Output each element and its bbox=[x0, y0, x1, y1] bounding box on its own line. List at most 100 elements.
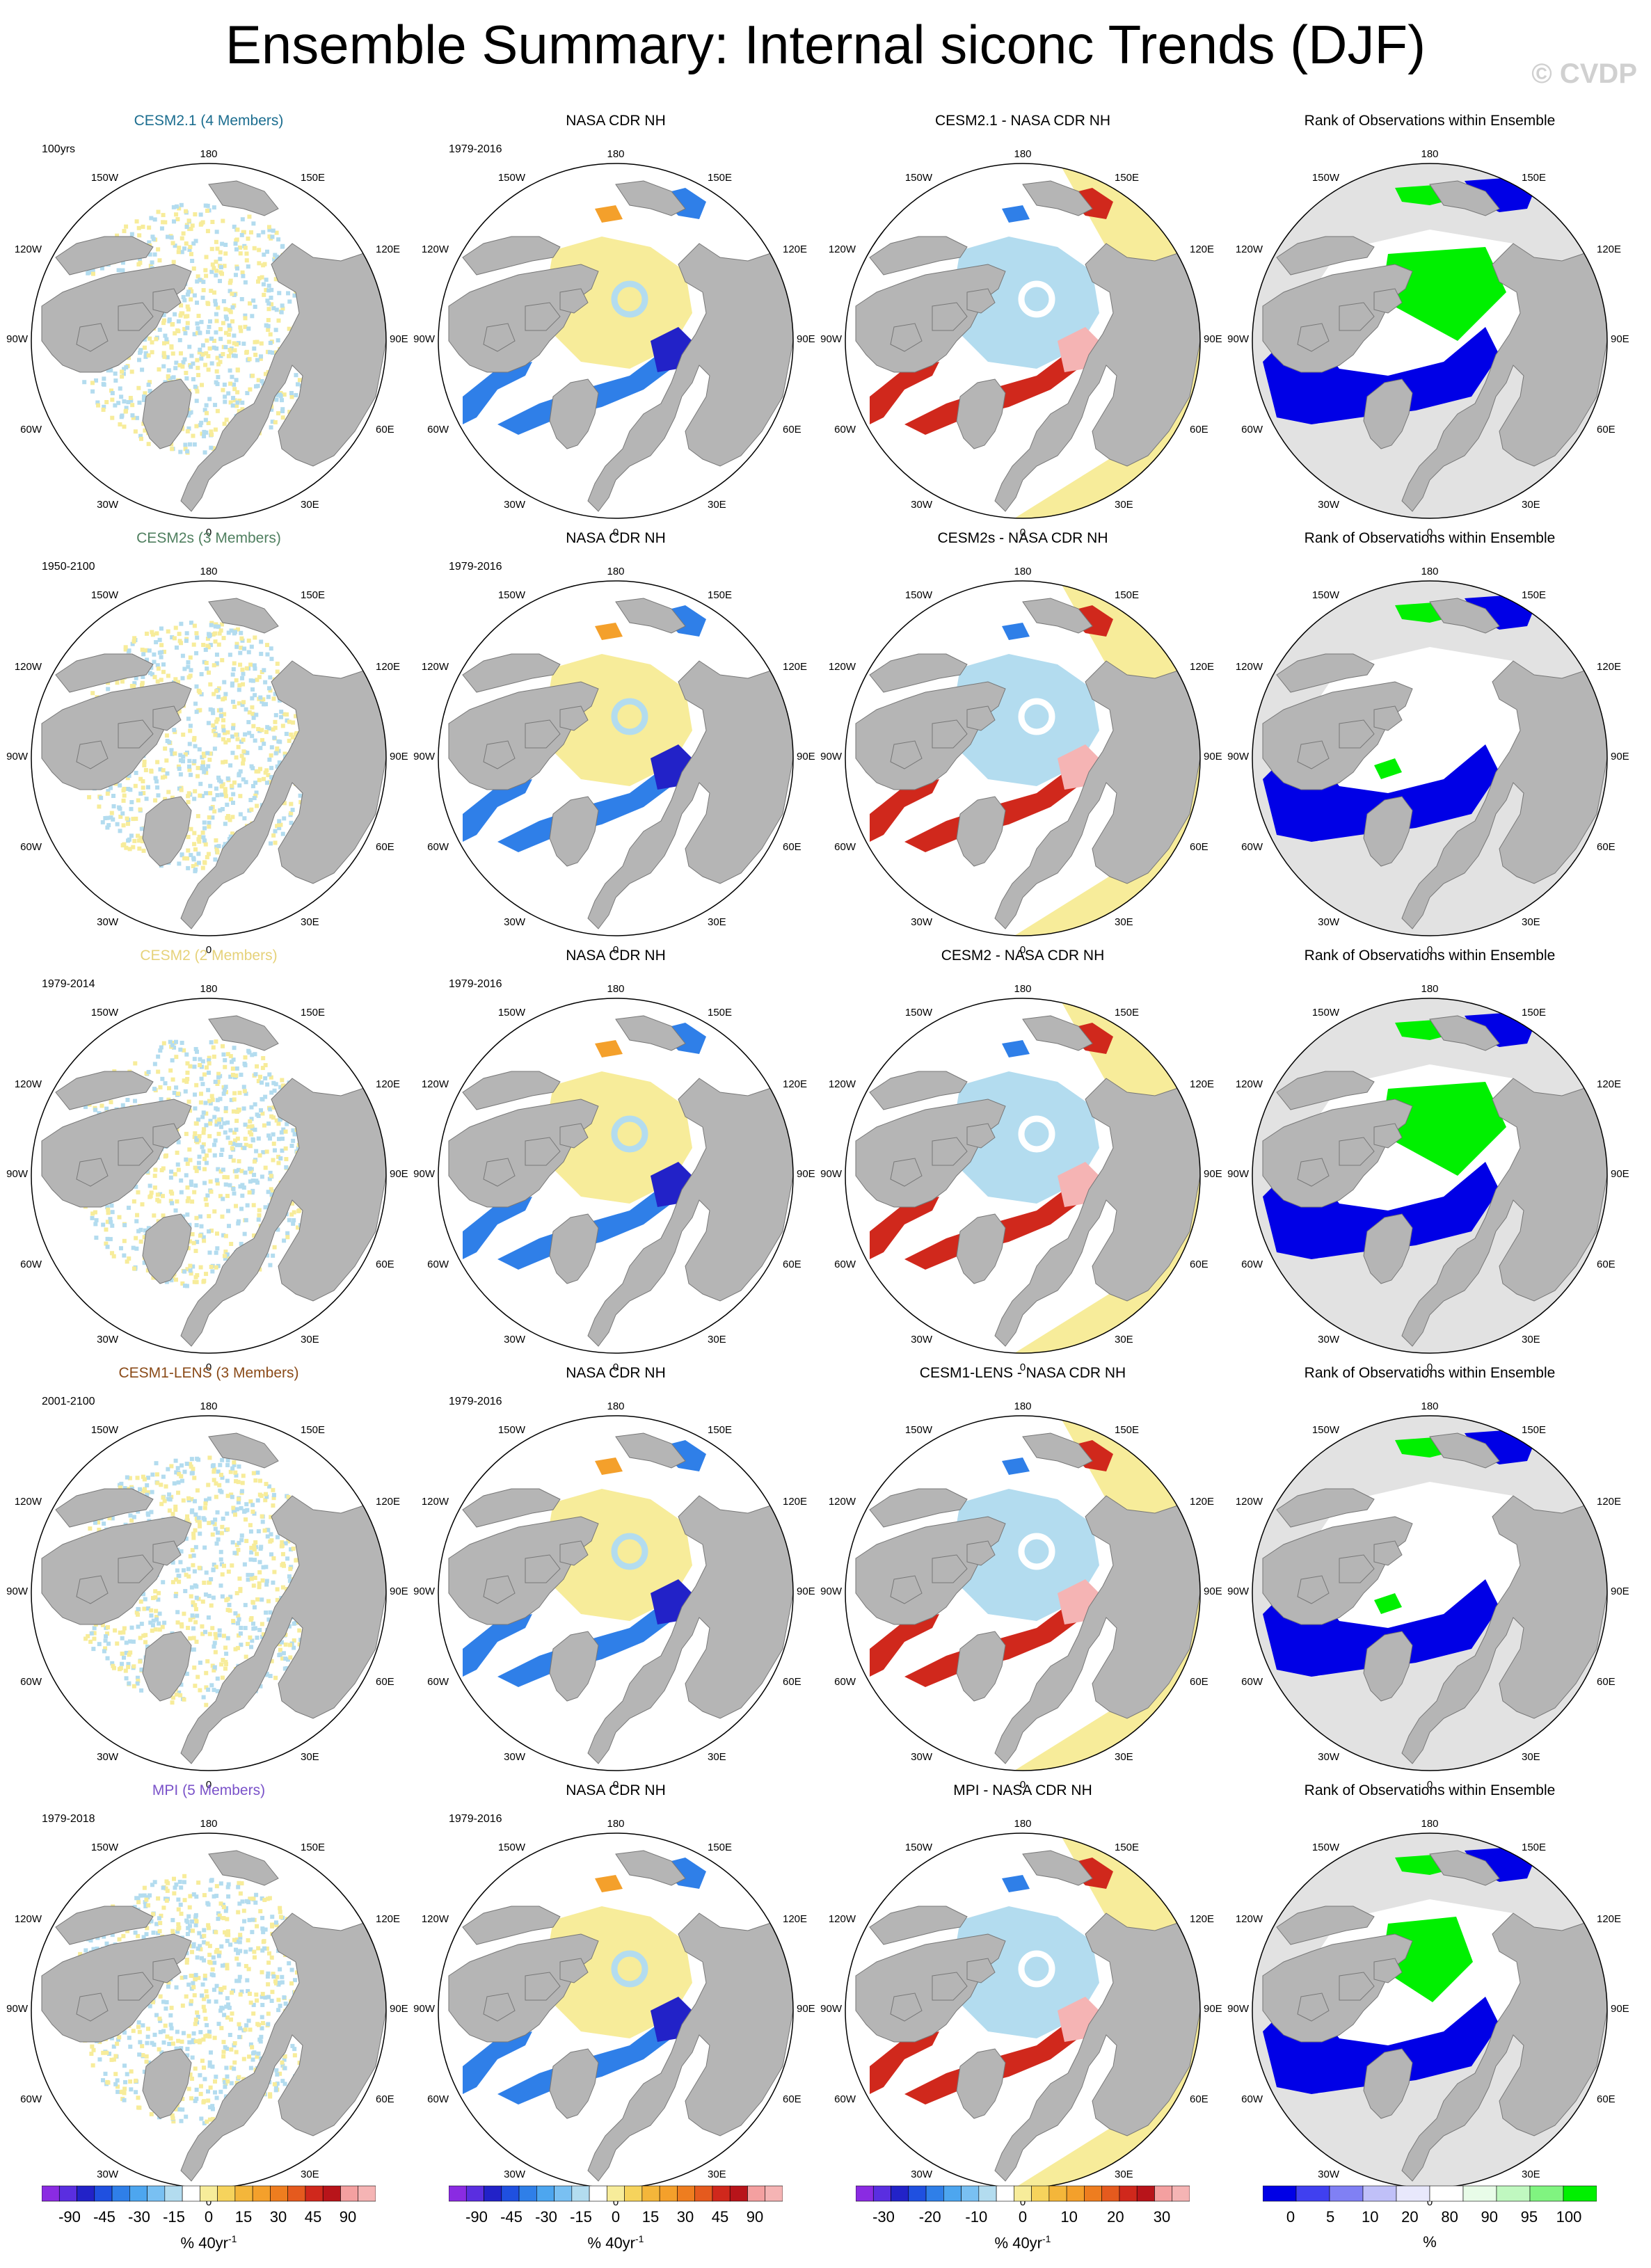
colorbar-swatch bbox=[1066, 2185, 1085, 2202]
longitude-label: 90E bbox=[1204, 1168, 1222, 1180]
longitude-label: 0 bbox=[1020, 1361, 1026, 1373]
colorbar-swatch bbox=[340, 2185, 359, 2202]
marginal-sea-trend bbox=[870, 1197, 939, 1259]
longitude-label: 30W bbox=[911, 1751, 933, 1763]
longitude-label: 60E bbox=[1597, 1259, 1616, 1270]
map-panel-diff: CESM2s - NASA CDR NH 180 0 150W 150E 120W 120E… bbox=[820, 529, 1222, 960]
colorbar-unit-text: % 40yr bbox=[180, 2234, 229, 2252]
colorbar-swatch bbox=[872, 2185, 891, 2202]
longitude-label: 90E bbox=[390, 333, 408, 345]
pole-ring bbox=[611, 698, 648, 735]
colorbar-swatch bbox=[1154, 2185, 1173, 2202]
longitude-label: 0 bbox=[613, 1361, 619, 1373]
land-mask bbox=[855, 1432, 1200, 1764]
longitude-label: 0 bbox=[1020, 944, 1026, 956]
longitude-label: 60W bbox=[834, 841, 856, 853]
colorbar-tick-label: -30 bbox=[128, 2208, 150, 2226]
bering-sea-trend bbox=[1002, 1875, 1030, 1892]
rank-green-region bbox=[1374, 758, 1402, 779]
longitude-label: 180 bbox=[607, 148, 624, 160]
longitude-label: 90E bbox=[797, 333, 815, 345]
longitude-label: 30W bbox=[504, 1751, 526, 1763]
longitude-label: 120W bbox=[829, 243, 856, 255]
colorbar-swatch bbox=[765, 2185, 783, 2202]
panel-title: NASA CDR NH bbox=[566, 948, 666, 964]
longitude-label: 180 bbox=[200, 983, 217, 995]
colorbar: -90 -45 -30 -15 0 15 30 45 90 % 40yr-1 bbox=[448, 2185, 783, 2268]
colorbar-tick-label: 0 bbox=[1286, 2208, 1295, 2226]
polar-map: 180 0 150W 150E 120W 120E 90W 90E 60W 60E 30W 30E bbox=[6, 983, 408, 1373]
colorbar-swatch bbox=[1262, 2185, 1297, 2202]
colorbar-swatch bbox=[41, 2185, 60, 2202]
period-label: 100yrs bbox=[42, 143, 76, 155]
land-mask bbox=[41, 180, 386, 512]
pole-ring bbox=[1018, 1950, 1055, 1988]
longitude-label: 90E bbox=[797, 1168, 815, 1180]
longitude-label: 150W bbox=[498, 172, 526, 184]
colorbar-swatch bbox=[252, 2185, 271, 2202]
colorbar-tick-label: 30 bbox=[270, 2208, 287, 2226]
land-mask bbox=[41, 598, 386, 929]
longitude-label: 120E bbox=[1597, 243, 1621, 255]
colorbar-tick-label: 15 bbox=[642, 2208, 659, 2226]
land-mask bbox=[448, 1850, 793, 2182]
longitude-label: 150W bbox=[905, 589, 933, 601]
polar-map: 180 0 150W 150E 120W 120E 90W 90E 60W 60E 30W 30E bbox=[6, 1818, 408, 2208]
longitude-label: 60E bbox=[376, 2093, 394, 2105]
longitude-label: 150E bbox=[301, 589, 325, 601]
longitude-label: 30E bbox=[1522, 2169, 1540, 2180]
longitude-label: 30E bbox=[1115, 499, 1133, 511]
longitude-label: 180 bbox=[607, 566, 624, 577]
longitude-label: 90W bbox=[1227, 1168, 1250, 1180]
colorbar-tick-label: 20 bbox=[1107, 2208, 1124, 2226]
longitude-label: 180 bbox=[1014, 1400, 1031, 1412]
longitude-label: 90W bbox=[413, 333, 436, 345]
colorbar-tick-label: -30 bbox=[535, 2208, 557, 2226]
colorbar-tick-label: -45 bbox=[500, 2208, 523, 2226]
colorbar-swatches: -90 -45 -30 -15 0 15 30 45 90 bbox=[448, 2185, 783, 2226]
longitude-label: 30E bbox=[708, 1334, 726, 1345]
map-panel-obs: NASA CDR NH 180 0 150W 150E 120W 120E 90W 90E 60W… bbox=[413, 529, 815, 960]
longitude-label: 30W bbox=[504, 2169, 526, 2180]
longitude-label: 150W bbox=[1312, 1007, 1340, 1019]
colorbar-tick-label: 30 bbox=[1154, 2208, 1170, 2226]
longitude-label: 60W bbox=[834, 1259, 856, 1270]
longitude-label: 150E bbox=[1522, 589, 1546, 601]
rank-green-region bbox=[1381, 247, 1506, 341]
colorbar-swatch bbox=[322, 2185, 341, 2202]
colorbar-swatch bbox=[1031, 2185, 1050, 2202]
longitude-label: 150E bbox=[708, 172, 732, 184]
map-panel-diff: CESM2 - NASA CDR NH 180 0 150W 150E 120W 120E 9… bbox=[820, 946, 1222, 1377]
map-panel-obs: NASA CDR NH 180 0 150W 150E 120W 120E 90W 90E 60W… bbox=[413, 111, 815, 543]
longitude-label: 90W bbox=[6, 2003, 29, 2015]
panel-title: MPI - NASA CDR NH bbox=[953, 1782, 1092, 1798]
polar-map: 180 0 150W 150E 120W 120E 90W 90E 60W 60E 30W 30E bbox=[413, 1400, 815, 1791]
longitude-label: 30E bbox=[1522, 1751, 1540, 1763]
land-mask bbox=[41, 1015, 386, 1347]
colorbar-unit: % 40yr-1 bbox=[449, 2233, 783, 2252]
colorbar-swatch bbox=[147, 2185, 166, 2202]
map-panel-model: CESM1-LENS (3 Members) 180 0 150W 150E 120W 12… bbox=[6, 1364, 408, 1795]
bering-sea-trend bbox=[595, 1040, 623, 1057]
longitude-label: 30W bbox=[97, 1334, 119, 1345]
land-mask bbox=[448, 1432, 793, 1764]
longitude-label: 90W bbox=[413, 751, 436, 762]
longitude-label: 60E bbox=[376, 424, 394, 436]
map-boundary bbox=[845, 998, 1201, 1354]
longitude-label: 180 bbox=[1421, 148, 1438, 160]
longitude-label: 90W bbox=[820, 333, 843, 345]
longitude-label: 30E bbox=[1115, 1751, 1133, 1763]
colorbar-swatch bbox=[641, 2185, 660, 2202]
longitude-label: 90E bbox=[390, 1586, 408, 1597]
colorbar-unit-exponent: -1 bbox=[1042, 2233, 1051, 2244]
colorbar-swatch bbox=[589, 2185, 607, 2202]
longitude-label: 180 bbox=[607, 1818, 624, 1830]
longitude-label: 60W bbox=[834, 2093, 856, 2105]
map-boundary bbox=[845, 580, 1201, 936]
colorbar-swatch bbox=[694, 2185, 713, 2202]
colorbar: -30 -20 -10 0 10 20 30% 40yr-1 bbox=[855, 2185, 1190, 2268]
longitude-label: 120W bbox=[422, 1496, 449, 1508]
longitude-label: 30W bbox=[1318, 499, 1340, 511]
colorbar-unit-exponent: -1 bbox=[635, 2233, 644, 2244]
longitude-label: 120E bbox=[376, 1496, 400, 1508]
